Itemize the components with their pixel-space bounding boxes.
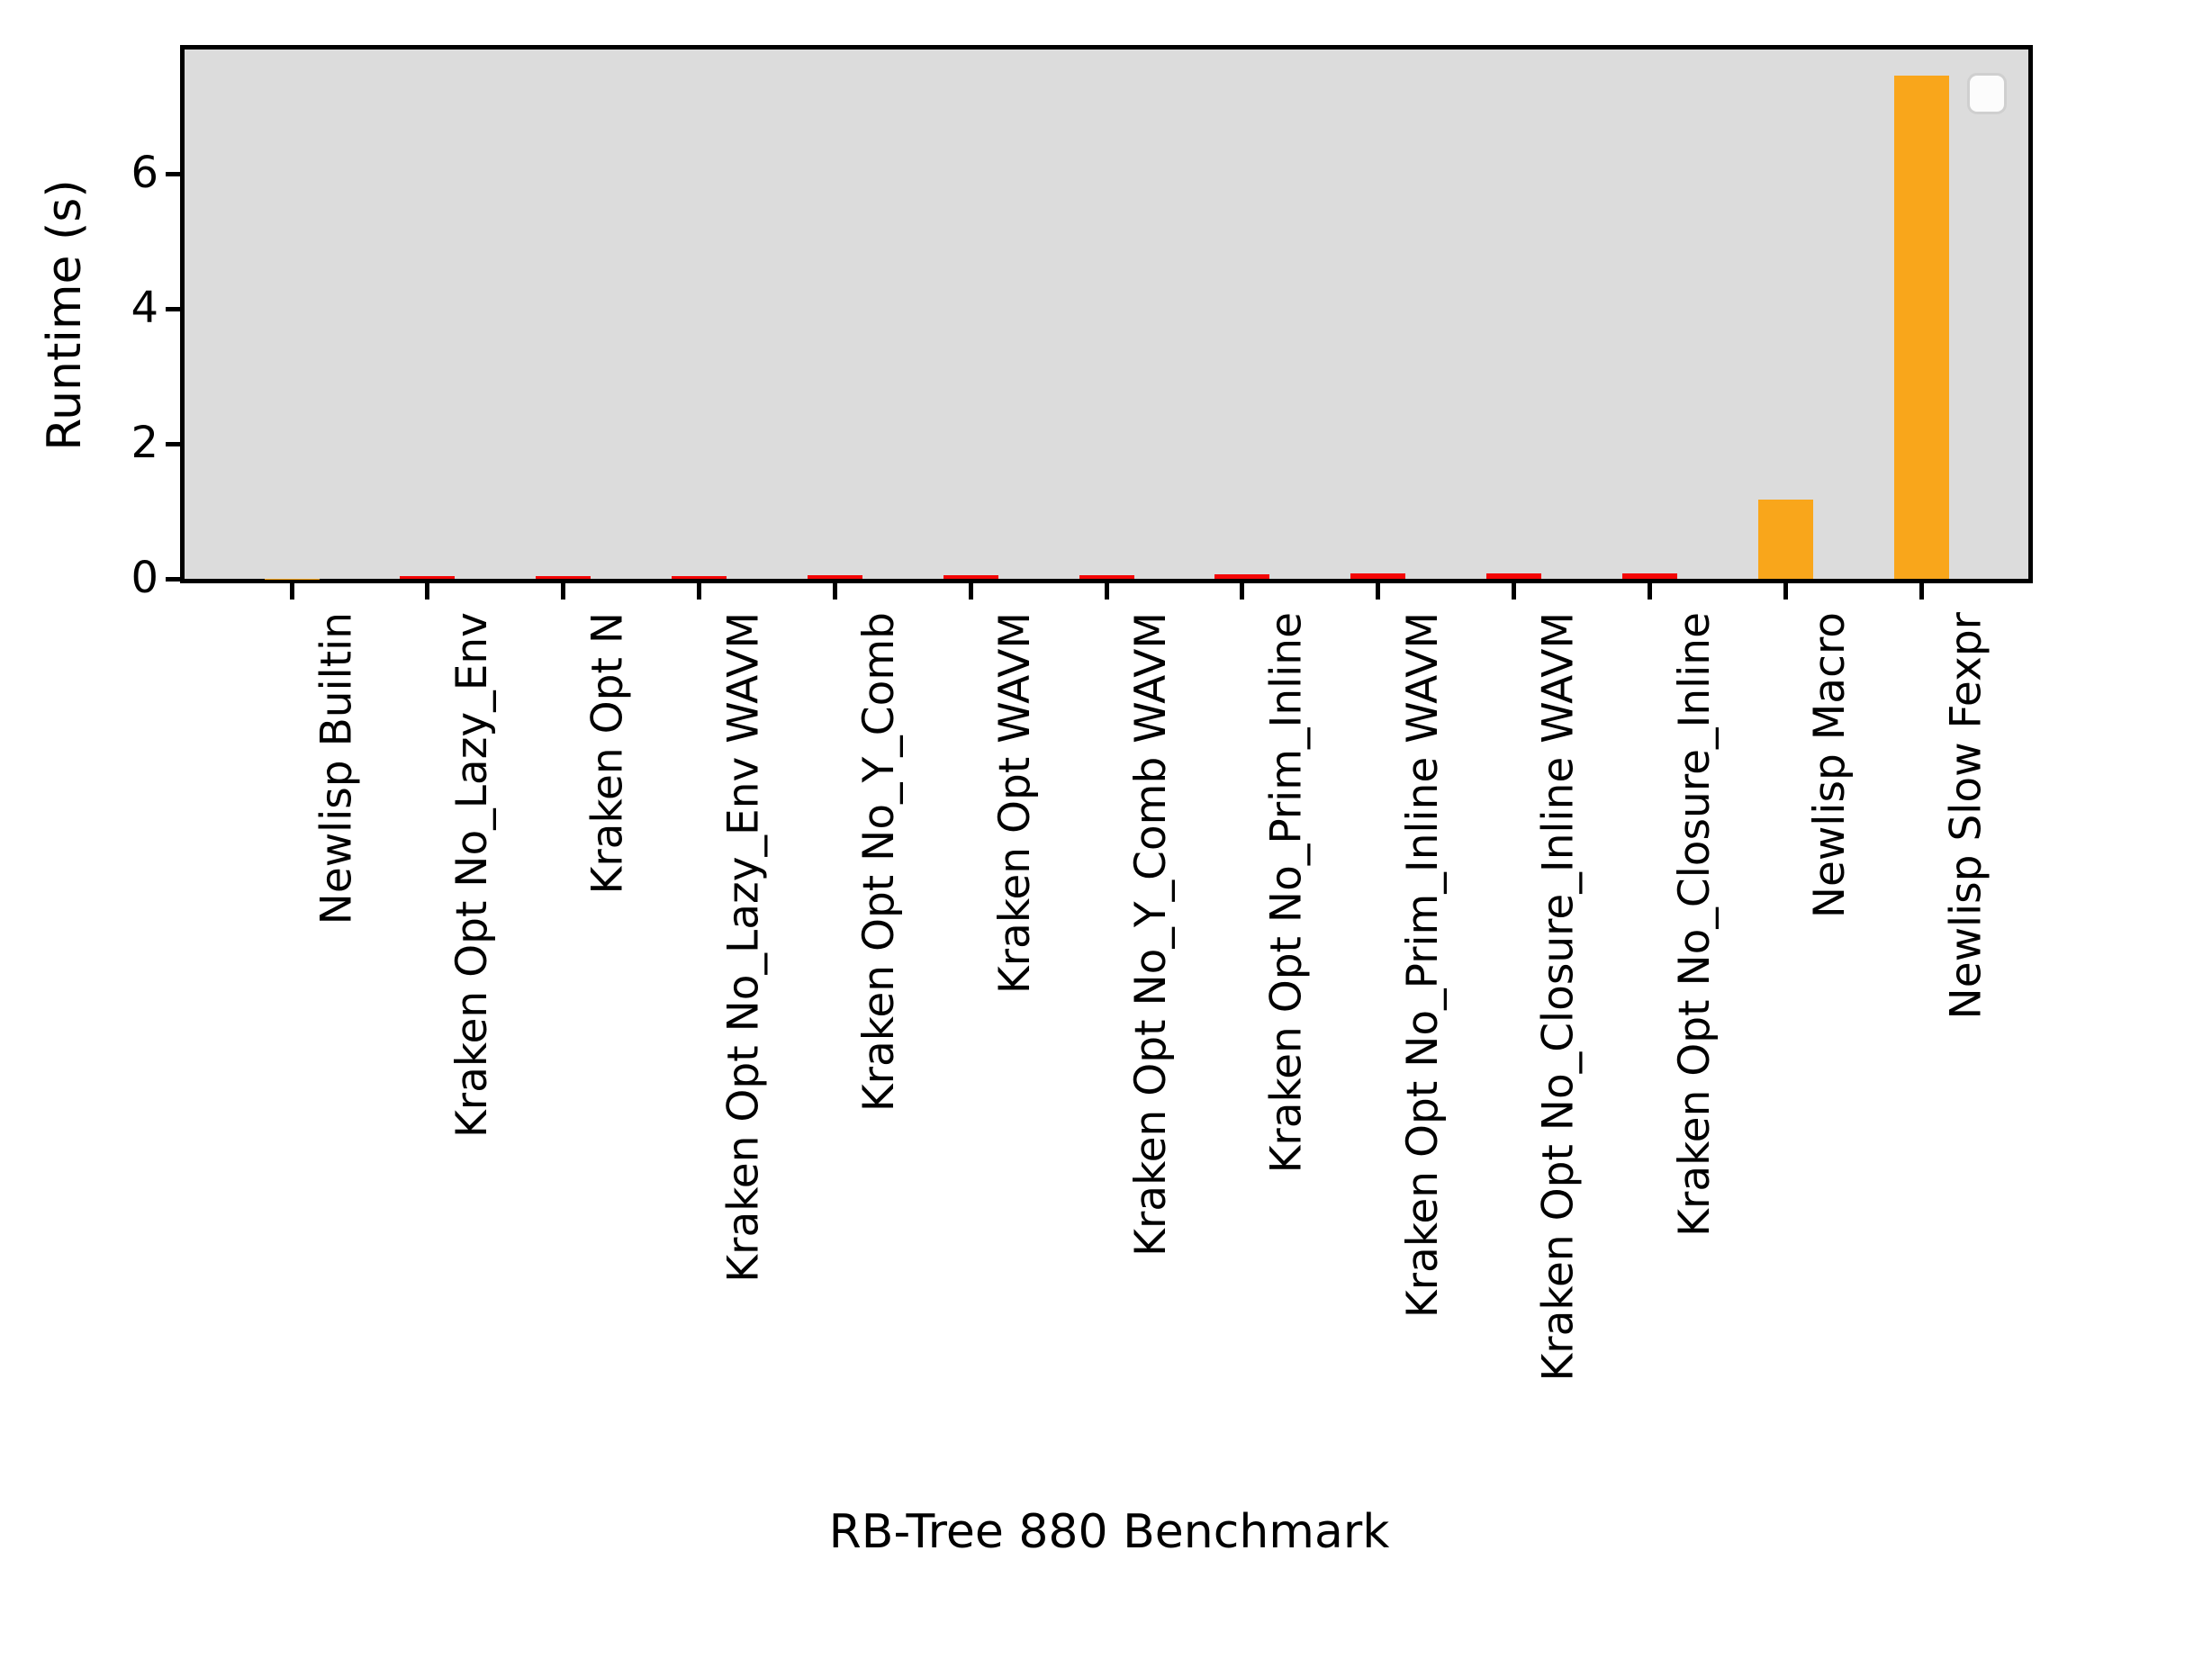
x-tick-mark — [1240, 583, 1245, 600]
x-tick-label: Newlisp Builtin — [311, 612, 361, 925]
x-tick-label: Kraken Opt WAVM — [990, 612, 1041, 995]
x-tick-mark — [968, 583, 973, 600]
x-tick-label: Kraken Opt No_Closure_Inline — [1669, 612, 1720, 1237]
x-tick-mark — [832, 583, 837, 600]
x-tick-mark — [425, 583, 430, 600]
bars-container — [185, 50, 2028, 579]
bar-kraken-opt-no-lazy-env — [400, 576, 456, 579]
y-tick-label: 6 — [131, 148, 158, 198]
x-tick-mark — [1512, 583, 1516, 600]
x-tick-label: Kraken Opt No_Prim_Inline — [1261, 612, 1312, 1174]
x-tick-mark — [1647, 583, 1652, 600]
x-tick-label: Kraken Opt No_Y_Comb WAVM — [1126, 612, 1176, 1257]
x-tick-mark — [1919, 583, 1924, 600]
bar-newlisp-slow-fexpr — [1893, 76, 1949, 579]
x-tick-mark — [1783, 583, 1788, 600]
bar-kraken-opt-no-prim-inline-wavm — [1350, 573, 1406, 579]
legend-box — [1967, 73, 2007, 114]
x-axis-title: RB-Tree 880 Benchmark — [828, 1505, 1390, 1559]
y-tick-mark — [166, 306, 182, 311]
bar-kraken-opt-no-prim-inline — [1214, 574, 1270, 579]
y-tick-mark — [166, 441, 182, 446]
y-tick-label: 4 — [131, 283, 158, 333]
bar-kraken-opt-n — [536, 576, 591, 579]
y-tick-mark — [166, 171, 182, 176]
bar-newlisp-macro — [1757, 500, 1813, 579]
y-tick-label: 0 — [131, 553, 158, 603]
x-tick-label: Newlisp Macro — [1805, 612, 1855, 919]
x-tick-label: Kraken Opt No_Y_Comb — [854, 612, 905, 1113]
y-axis-title: Runtime (s) — [38, 179, 92, 451]
bar-kraken-opt-no-y-comb-wavm — [1079, 574, 1134, 579]
x-tick-mark — [561, 583, 566, 600]
x-tick-label: Kraken Opt No_Lazy_Env — [447, 612, 497, 1139]
x-tick-label: Kraken Opt No_Closure_Inline WAVM — [1533, 612, 1584, 1382]
x-tick-mark — [697, 583, 701, 600]
bar-kraken-opt-no-closure-inline — [1621, 573, 1677, 579]
bar-kraken-opt-no-closure-inline-wavm — [1486, 573, 1541, 579]
x-tick-label: Newlisp Slow Fexpr — [1941, 612, 1991, 1020]
bar-kraken-opt-no-lazy-env-wavm — [672, 575, 727, 579]
bar-kraken-opt-no-y-comb — [807, 575, 862, 579]
bar-kraken-opt-wavm — [943, 574, 998, 579]
x-tick-label: Kraken Opt No_Prim_Inline WAVM — [1397, 612, 1448, 1319]
x-tick-label: Kraken Opt N — [582, 612, 633, 895]
y-tick-label: 2 — [131, 418, 158, 468]
x-tick-label: Kraken Opt No_Lazy_Env WAVM — [718, 612, 769, 1283]
y-tick-mark — [166, 576, 182, 582]
plot-area — [180, 45, 2033, 583]
x-tick-mark — [289, 583, 294, 600]
x-tick-mark — [1104, 583, 1109, 600]
x-tick-mark — [1376, 583, 1381, 600]
